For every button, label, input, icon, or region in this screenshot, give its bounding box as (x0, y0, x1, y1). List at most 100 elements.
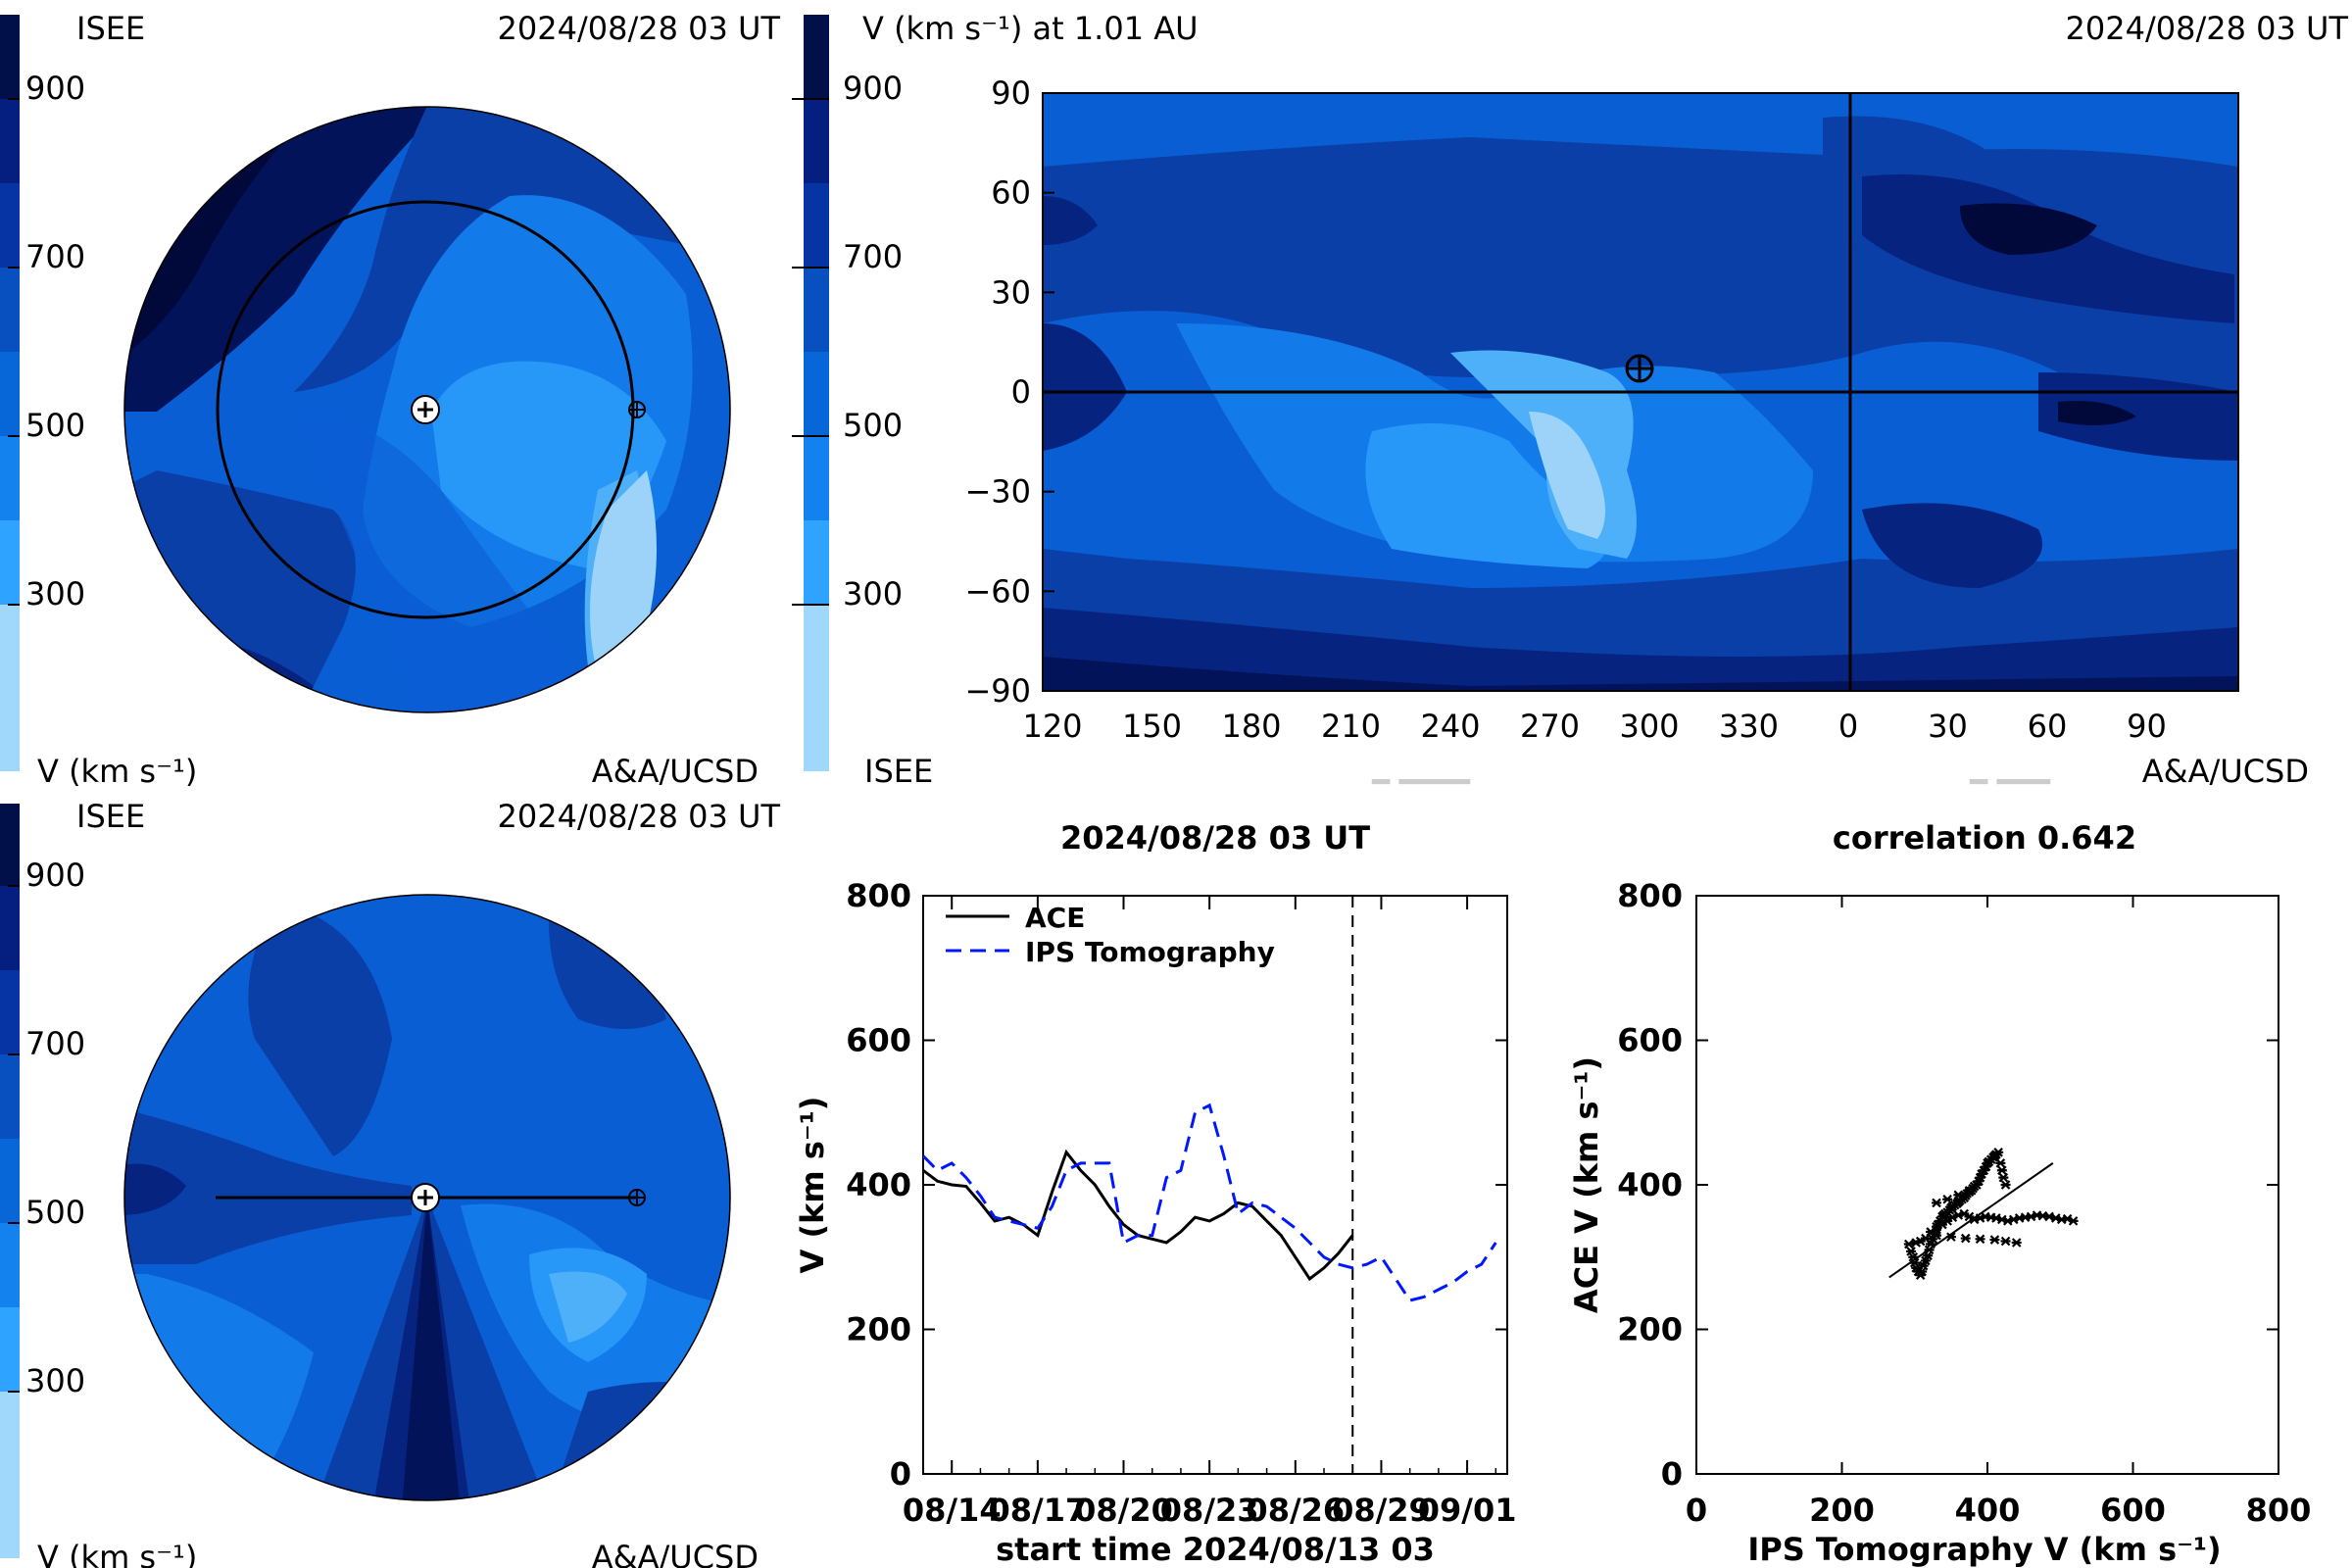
scatter-point (1995, 1158, 2006, 1168)
scatter-point (1996, 1165, 2007, 1176)
y-tick-label: 0 (1661, 1455, 1683, 1493)
colorbar-seg (804, 352, 829, 436)
scatter-points (1903, 1148, 2079, 1280)
x-axis-label: IPS Tomography V (km s⁻¹) (1747, 1531, 2221, 1568)
chart-title: correlation 0.642 (1833, 819, 2136, 857)
date-label: 2024/08/28 03 UT (2066, 10, 2349, 47)
earth-icon (628, 401, 646, 418)
colorbar-tick-label: 900 (25, 857, 85, 894)
y-tick-label: 600 (1617, 1022, 1683, 1059)
colorbar-seg (0, 1054, 20, 1139)
unit-label: V (km s⁻¹) (37, 1539, 197, 1568)
colorbar-seg (804, 605, 829, 771)
agency-label: ISEE (864, 753, 933, 790)
colorbar-tick-label: 300 (843, 575, 903, 612)
colorbar-seg (0, 183, 20, 268)
colorbar-seg (0, 520, 20, 605)
map-x-tick-label: 90 (2127, 708, 2167, 745)
colorbar-tick-label: 500 (25, 1194, 85, 1231)
scatter-point (1918, 1260, 1929, 1271)
colorbar-tick-label: 500 (25, 407, 85, 444)
map-x-tick-label: 240 (1420, 708, 1480, 745)
colorbar-seg (0, 99, 20, 183)
faint-overlap-text: ━ ━━━━ (1371, 765, 1471, 800)
series-line-ips (923, 1102, 1497, 1302)
plot-frame (922, 895, 1508, 1475)
colorbar-tick-label: 500 (843, 407, 903, 444)
map-x-tick-label: 330 (1719, 708, 1779, 745)
map-y-tick-label: 0 (1011, 373, 1031, 411)
colorbar-seg (804, 268, 829, 352)
y-tick-label: 200 (1617, 1311, 1683, 1348)
colorbar-seg (0, 352, 20, 436)
y-tick-label: 400 (1617, 1166, 1683, 1203)
sun-icon (411, 1183, 440, 1212)
plot-frame (1695, 895, 2279, 1475)
colorbar-tick-label: 700 (25, 1025, 85, 1062)
colorbar-seg (0, 436, 20, 520)
map-y-ticks: 90 60 30 0 −30 −60 −90 (964, 74, 1054, 710)
scatter-point (2044, 1211, 2055, 1222)
y-axis-label: V (km s⁻¹) (794, 1097, 831, 1274)
x-tick-label: 400 (1955, 1492, 2021, 1529)
agency-label: ISEE (76, 798, 145, 835)
colorbar-tick-label: 300 (25, 1362, 85, 1399)
map-y-tick-label: −60 (964, 572, 1031, 610)
y-tick-label: 800 (1617, 877, 1683, 914)
colorbar-seg (804, 520, 829, 605)
colorbar-seg (0, 268, 20, 352)
y-tick-label: 200 (846, 1311, 911, 1348)
map-y-tick-label: 30 (991, 273, 1031, 311)
credit-label: A&A/UCSD (2142, 753, 2309, 790)
scatter-point (1960, 1233, 1971, 1244)
credit-label: A&A/UCSD (592, 753, 759, 790)
y-axis-label: ACE V (km s⁻¹) (1568, 1056, 1605, 1313)
scatter-point (1903, 1239, 1914, 1250)
map-x-tick-label: 180 (1221, 708, 1281, 745)
y-tick-label: 600 (846, 1022, 911, 1059)
panel-scatter: correlation 0.642 0 200 400 600 800 0 200 400 60… (1568, 819, 2311, 1568)
scatter-point (1998, 1172, 2009, 1183)
series-line-ace (923, 1149, 1354, 1282)
scatter-point (1906, 1247, 1917, 1256)
agency-label: ISEE (76, 10, 145, 47)
map-x-tick-label: 210 (1321, 708, 1381, 745)
colorbar-seg (0, 1307, 20, 1392)
x-tick-label: 08/14 (903, 1492, 1002, 1529)
colorbar-seg (0, 15, 20, 99)
y-tick-label: 0 (890, 1455, 911, 1493)
map-y-tick-label: 60 (991, 174, 1031, 212)
panel-meridional-view: 900 700 500 300 ISEE 2024/08/28 03 UT V … (0, 798, 780, 1568)
x-tick-label: 800 (2246, 1492, 2312, 1529)
y-tick-label: 400 (846, 1166, 911, 1203)
scatter-point (2000, 1180, 2011, 1190)
scatter-point (1964, 1186, 1975, 1196)
date-label: 2024/08/28 03 UT (498, 798, 781, 835)
line-chart-axes: 0 200 400 600 800 08/1408/1708/2008/2308/2608… (846, 877, 1516, 1529)
map-y-tick-label: 90 (991, 74, 1031, 112)
x-tick-label: 08/20 (1074, 1492, 1173, 1529)
scatter-point (1920, 1255, 1931, 1266)
colorbar-seg (804, 99, 829, 183)
scatter-point (1953, 1190, 1964, 1200)
colorbar-tick-label: 300 (25, 575, 85, 612)
panel-synoptic-map: 900 700 500 300 V (km s⁻¹) at 1.01 AU 20… (792, 10, 2348, 800)
colorbar-seg (804, 183, 829, 268)
scatter-point (1942, 1194, 1953, 1204)
map-x-tick-label: 0 (1838, 708, 1858, 745)
x-tick-label: 08/26 (1246, 1492, 1345, 1529)
date-label: 2024/08/28 03 UT (498, 10, 781, 47)
x-tick-label: 0 (1686, 1492, 1707, 1529)
x-tick-label: 600 (2100, 1492, 2166, 1529)
colorbar-seg (0, 1392, 20, 1558)
colorbar-seg (0, 1223, 20, 1307)
chart-title: 2024/08/28 03 UT (1060, 819, 1370, 857)
scatter-axes: 0 200 400 600 800 0 200 400 600 800 (1617, 877, 2311, 1529)
sun-icon (411, 395, 440, 424)
map-y-tick-label: −90 (964, 672, 1031, 710)
map-x-tick-label: 30 (1928, 708, 1968, 745)
colorbar-seg (804, 436, 829, 520)
credit-label: A&A/UCSD (592, 1539, 759, 1568)
map-y-tick-label: −30 (964, 473, 1031, 511)
